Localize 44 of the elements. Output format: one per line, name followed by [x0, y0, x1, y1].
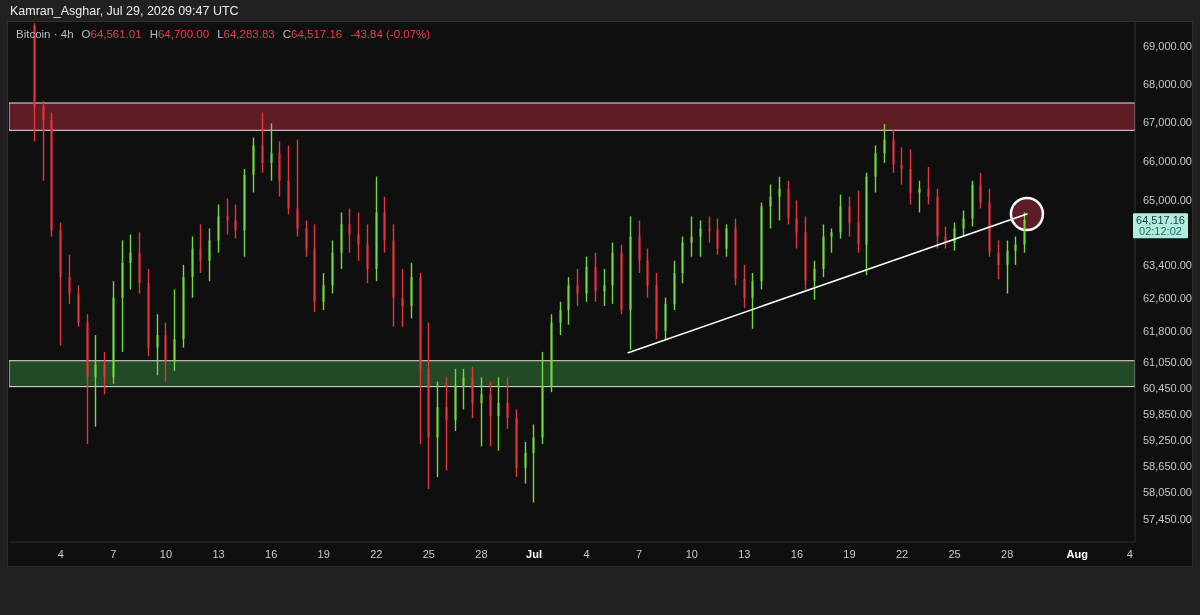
x-tick-label: 13 — [212, 547, 225, 560]
x-tick-label: 7 — [636, 547, 643, 560]
text: Kamran_Asghar, Jul 29, 2026 09:47 UTC — [10, 4, 239, 18]
x-tick-label: 28 — [1001, 547, 1014, 560]
y-tick-label: 59,250.00 — [1143, 433, 1192, 446]
annotation: C64,517.16 — [282, 28, 343, 40]
x-tick-label: 16 — [790, 547, 804, 560]
x-tick-label: 25 — [422, 547, 435, 560]
x-tick-label: 4 — [57, 547, 64, 560]
y-tick-label: 59,850.00 — [1143, 407, 1192, 420]
x-tick-label: 25 — [948, 547, 961, 560]
x-tick-label: 7 — [110, 547, 117, 560]
x-tick-label: 10 — [685, 547, 698, 560]
x-tick-label: Aug — [1066, 547, 1089, 560]
y-tick-label: 60,450.00 — [1143, 381, 1192, 394]
x-tick-label: 4 — [583, 547, 590, 560]
y-tick-label: 65,000.00 — [1143, 194, 1192, 207]
x-tick-label: 19 — [317, 547, 330, 560]
y-tick-label: 69,000.00 — [1143, 40, 1192, 53]
annotation: -43.84 (-0.07%) — [350, 28, 431, 40]
x-tick-label: 28 — [475, 547, 488, 560]
text: 02:12:02 — [1139, 225, 1182, 238]
y-tick-label: 66,000.00 — [1143, 154, 1192, 167]
x-tick-label: 22 — [370, 547, 383, 560]
annotation: O64,561.01 — [81, 28, 142, 40]
y-tick-label: 58,050.00 — [1143, 486, 1192, 499]
y-tick-label: 68,000.00 — [1143, 77, 1192, 90]
y-tick-label: 57,450.00 — [1143, 513, 1192, 526]
y-tick-label: 63,400.00 — [1143, 258, 1192, 271]
x-tick-label: 4 — [1126, 547, 1133, 560]
text: 64,517.16 — [1136, 213, 1185, 226]
x-tick-label: 10 — [159, 547, 173, 560]
annotation: L64,283.83 — [217, 28, 275, 40]
annotation: H64,700.00 — [149, 28, 210, 40]
y-tick-label: 62,600.00 — [1143, 291, 1192, 304]
x-tick-label: 16 — [265, 547, 278, 560]
y-tick-label: 58,650.00 — [1143, 459, 1192, 472]
x-tick-label: 19 — [843, 547, 856, 560]
x-tick-label: Jul — [526, 547, 542, 560]
x-tick-label: 22 — [895, 547, 909, 560]
x-tick-label: 13 — [738, 547, 751, 560]
y-tick-label: 67,000.00 — [1143, 116, 1192, 129]
y-tick-label: 61,800.00 — [1143, 324, 1192, 337]
y-tick-label: 61,050.00 — [1143, 356, 1192, 369]
